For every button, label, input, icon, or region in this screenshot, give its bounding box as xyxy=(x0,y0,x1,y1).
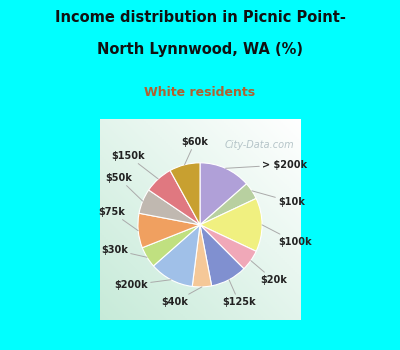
Wedge shape xyxy=(200,225,244,286)
Wedge shape xyxy=(192,225,212,287)
Wedge shape xyxy=(200,198,262,251)
Wedge shape xyxy=(138,213,200,248)
Text: $10k: $10k xyxy=(252,191,305,207)
Text: $30k: $30k xyxy=(101,245,147,257)
Text: $20k: $20k xyxy=(251,260,287,285)
Wedge shape xyxy=(139,190,200,225)
Wedge shape xyxy=(154,225,200,286)
Text: $100k: $100k xyxy=(262,225,312,247)
Wedge shape xyxy=(149,170,200,225)
Text: $50k: $50k xyxy=(105,173,143,201)
Text: $40k: $40k xyxy=(161,287,202,307)
Text: $200k: $200k xyxy=(114,280,171,290)
Text: City-Data.com: City-Data.com xyxy=(225,140,295,150)
Wedge shape xyxy=(142,225,200,266)
Text: North Lynnwood, WA (%): North Lynnwood, WA (%) xyxy=(97,42,303,57)
Text: $150k: $150k xyxy=(111,151,158,179)
Wedge shape xyxy=(200,163,246,225)
Text: > $200k: > $200k xyxy=(226,160,307,170)
Wedge shape xyxy=(200,184,256,225)
Text: $60k: $60k xyxy=(182,137,208,165)
Text: White residents: White residents xyxy=(144,86,256,99)
Text: Income distribution in Picnic Point-: Income distribution in Picnic Point- xyxy=(54,10,346,25)
Wedge shape xyxy=(170,163,200,225)
Wedge shape xyxy=(200,225,256,269)
Text: $125k: $125k xyxy=(222,280,256,307)
Text: $75k: $75k xyxy=(98,207,138,231)
